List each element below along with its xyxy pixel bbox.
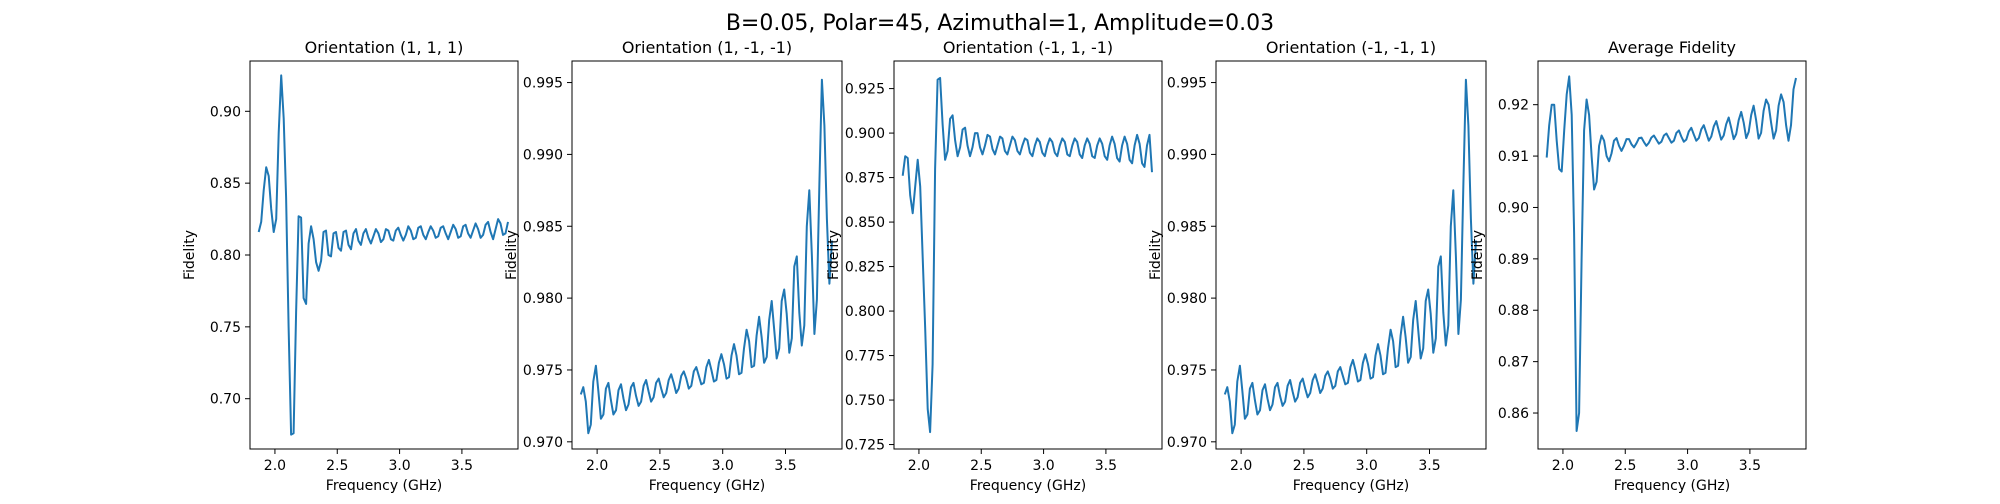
y-axis-label: Fidelity bbox=[504, 230, 520, 280]
y-tick-label: 0.86 bbox=[1498, 406, 1529, 422]
subplot-3: 2.0 2.5 3.0 3.5 0.725 0.750 0.775 0.800 0.825 0.8… bbox=[826, 38, 1163, 494]
y-tick-label: 0.725 bbox=[845, 438, 885, 454]
x-tick-label: 2.5 bbox=[1614, 458, 1636, 474]
y-tick-label: 0.900 bbox=[845, 126, 885, 142]
y-tick-label: 0.775 bbox=[845, 349, 885, 365]
y-tick-label: 0.995 bbox=[523, 76, 563, 92]
axes-frame bbox=[571, 60, 843, 450]
x-tick-label: 3.5 bbox=[1418, 458, 1440, 474]
figure-suptitle: B=0.05, Polar=45, Azimuthal=1, Amplitude… bbox=[726, 11, 1274, 36]
y-tick-label: 0.990 bbox=[523, 147, 563, 163]
y-tick-label: 0.91 bbox=[1498, 149, 1529, 165]
x-tick-label: 2.5 bbox=[326, 458, 348, 474]
y-tick-label: 0.85 bbox=[210, 176, 241, 192]
y-axis-label: Fidelity bbox=[1470, 230, 1486, 280]
series-line-1 bbox=[901, 76, 1153, 434]
subplot-title: Orientation (-1, -1, 1) bbox=[1266, 38, 1436, 57]
subplot-grid: 2.0 2.5 3.0 3.5 0.70 0.75 0.80 0.85 0.90 Orientat… bbox=[182, 38, 1807, 494]
x-tick-label: 3.5 bbox=[1095, 458, 1117, 474]
x-tick-label: 3.5 bbox=[451, 458, 473, 474]
y-tick-label: 0.80 bbox=[210, 248, 241, 264]
series-line-1 bbox=[579, 78, 833, 435]
y-tick-label: 0.75 bbox=[210, 320, 241, 336]
y-tick-label: 0.89 bbox=[1498, 252, 1529, 268]
x-axis-label: Frequency (GHz) bbox=[970, 478, 1086, 494]
subplot-4: 2.0 2.5 3.0 3.5 0.970 0.975 0.980 0.985 0.990 0.9… bbox=[1148, 38, 1487, 494]
subplot-title: Orientation (1, 1, 1) bbox=[305, 38, 464, 57]
x-tick-label: 3.0 bbox=[388, 458, 410, 474]
x-tick-label: 2.5 bbox=[1293, 458, 1315, 474]
y-tick-label: 0.985 bbox=[523, 219, 563, 235]
y-axis-label: Fidelity bbox=[826, 230, 842, 280]
y-tick-label: 0.970 bbox=[523, 435, 563, 451]
y-tick-label: 0.850 bbox=[845, 215, 885, 231]
y-tick-label: 0.87 bbox=[1498, 355, 1529, 371]
subplot-1: 2.0 2.5 3.0 3.5 0.70 0.75 0.80 0.85 0.90 Orientat… bbox=[182, 38, 519, 494]
y-tick-label: 0.800 bbox=[845, 304, 885, 320]
x-tick-label: 3.0 bbox=[712, 458, 734, 474]
axes-frame bbox=[1537, 60, 1807, 450]
y-tick-label: 0.990 bbox=[1167, 147, 1207, 163]
x-tick-label: 2.0 bbox=[586, 458, 608, 474]
subplot-title: Average Fidelity bbox=[1608, 38, 1736, 57]
series-line-1 bbox=[1545, 75, 1797, 432]
y-tick-label: 0.925 bbox=[845, 82, 885, 98]
y-tick-label: 0.875 bbox=[845, 171, 885, 187]
subplot-title: Orientation (-1, 1, -1) bbox=[943, 38, 1113, 57]
x-tick-label: 3.0 bbox=[1676, 458, 1698, 474]
y-tick-label: 0.980 bbox=[523, 291, 563, 307]
x-axis-label: Frequency (GHz) bbox=[649, 478, 765, 494]
x-tick-label: 2.0 bbox=[908, 458, 930, 474]
x-tick-label: 3.0 bbox=[1032, 458, 1054, 474]
y-tick-label: 0.980 bbox=[1167, 291, 1207, 307]
y-tick-label: 0.975 bbox=[523, 363, 563, 379]
subplot-2: 2.0 2.5 3.0 3.5 0.970 0.975 0.980 0.985 0.990 0.9… bbox=[504, 38, 843, 494]
series-line-1 bbox=[1223, 78, 1477, 435]
y-tick-label: 0.750 bbox=[845, 393, 885, 409]
axes-frame bbox=[893, 60, 1163, 450]
y-axis-label: Fidelity bbox=[182, 230, 198, 280]
x-axis-label: Frequency (GHz) bbox=[1293, 478, 1409, 494]
x-tick-label: 3.5 bbox=[774, 458, 796, 474]
y-tick-label: 0.90 bbox=[210, 104, 241, 120]
x-tick-label: 2.0 bbox=[1230, 458, 1252, 474]
x-axis-label: Frequency (GHz) bbox=[1614, 478, 1730, 494]
subplot-5: 2.0 2.5 3.0 3.5 0.86 0.87 0.88 0.89 0.90 0.91 0.92… bbox=[1470, 38, 1807, 494]
y-tick-label: 0.90 bbox=[1498, 200, 1529, 216]
y-tick-label: 0.970 bbox=[1167, 435, 1207, 451]
x-tick-label: 2.0 bbox=[1552, 458, 1574, 474]
y-tick-label: 0.70 bbox=[210, 392, 241, 408]
y-axis-label: Fidelity bbox=[1148, 230, 1164, 280]
y-tick-label: 0.995 bbox=[1167, 76, 1207, 92]
x-tick-label: 2.0 bbox=[264, 458, 286, 474]
y-tick-label: 0.92 bbox=[1498, 98, 1529, 114]
x-tick-label: 2.5 bbox=[649, 458, 671, 474]
y-tick-label: 0.825 bbox=[845, 260, 885, 276]
y-tick-label: 0.985 bbox=[1167, 219, 1207, 235]
x-tick-label: 3.5 bbox=[1739, 458, 1761, 474]
x-tick-label: 3.0 bbox=[1356, 458, 1378, 474]
x-axis-label: Frequency (GHz) bbox=[326, 478, 442, 494]
y-tick-label: 0.975 bbox=[1167, 363, 1207, 379]
series-line-1 bbox=[257, 74, 509, 436]
subplot-title: Orientation (1, -1, -1) bbox=[622, 38, 792, 57]
y-tick-label: 0.88 bbox=[1498, 303, 1529, 319]
x-tick-label: 2.5 bbox=[970, 458, 992, 474]
axes-frame bbox=[1215, 60, 1487, 450]
